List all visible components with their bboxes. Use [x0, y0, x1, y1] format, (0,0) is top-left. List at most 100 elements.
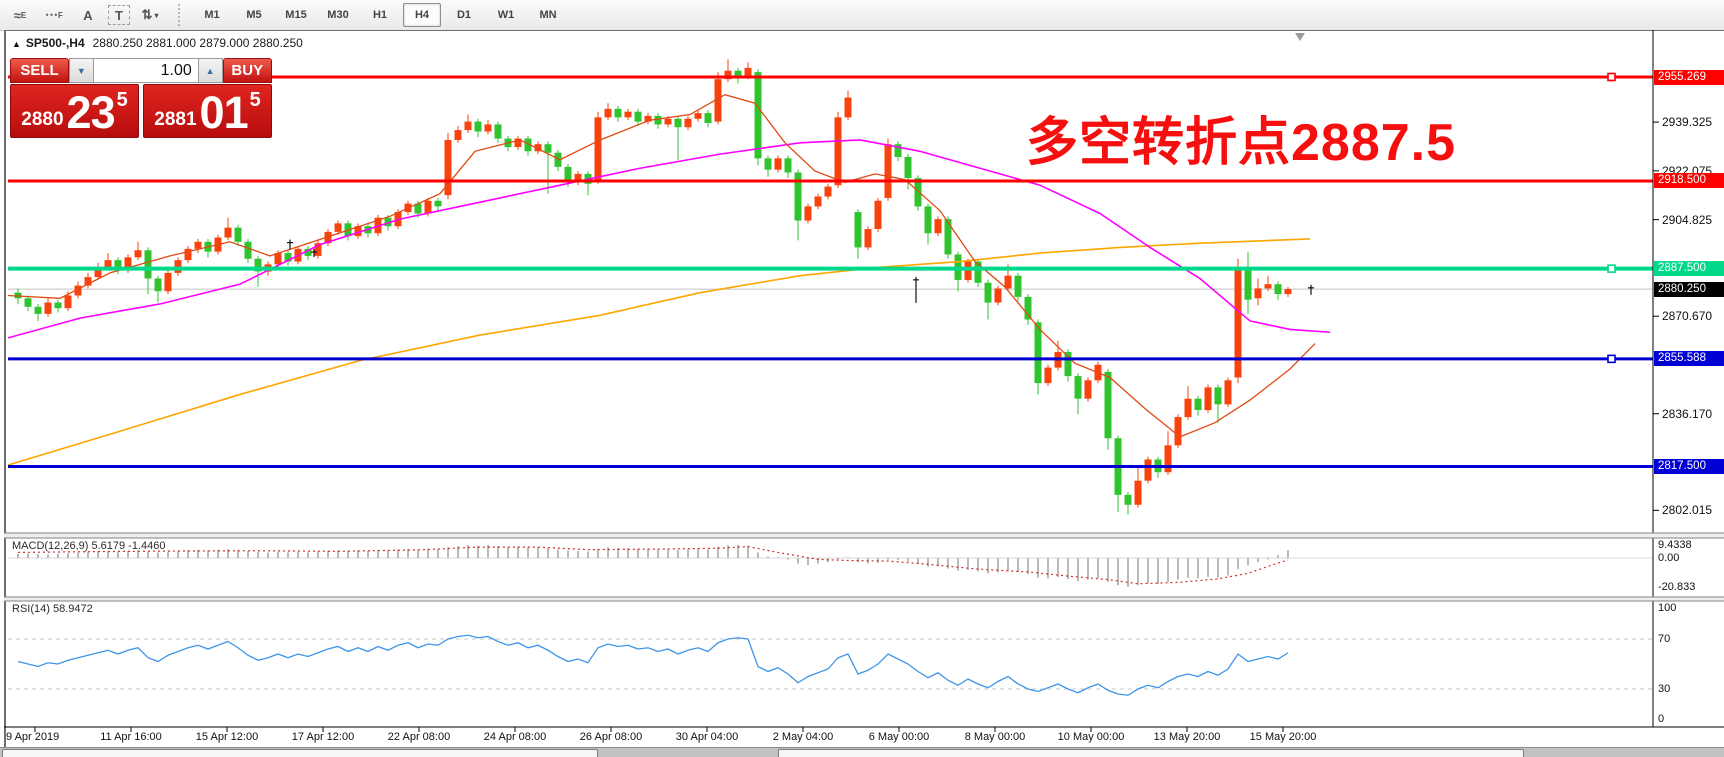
grid-icon[interactable]: ⋯ F [45, 7, 63, 22]
symbol-label: SP500-,H4 [25, 36, 85, 50]
candle-body [1024, 296, 1032, 320]
candle-body [1124, 494, 1132, 505]
chart-tab[interactable] [778, 749, 1524, 757]
candle-body [794, 172, 802, 221]
time-axis-label: 2 May 04:00 [772, 731, 834, 743]
slow-ma-line [8, 238, 1311, 466]
candle-body [634, 111, 642, 122]
sell-button[interactable]: SELL [10, 58, 69, 83]
chart-tab[interactable] [2, 749, 598, 757]
chart-shift-marker[interactable] [1295, 33, 1305, 41]
candle-body [24, 298, 32, 307]
line-handle[interactable] [1607, 354, 1616, 364]
candle-body [724, 70, 732, 80]
chart-window[interactable] [4, 30, 1724, 748]
candle-body [164, 272, 172, 292]
tf-button-m1[interactable]: M1 [204, 9, 220, 21]
candle-body [194, 241, 202, 249]
candle-body [64, 295, 72, 309]
tf-button-w1[interactable]: W1 [497, 9, 515, 21]
volume-increase-button[interactable]: ▲ [197, 58, 223, 83]
candle-body [854, 212, 862, 248]
candle-body [334, 223, 342, 232]
candle-body [84, 277, 92, 286]
indicators-icon[interactable]: ≈ E [13, 7, 27, 23]
time-axis-label: 30 Apr 04:00 [675, 731, 739, 743]
macd-pane[interactable] [8, 544, 1653, 587]
candle-body [44, 302, 52, 314]
textbox-icon[interactable]: T [108, 5, 130, 25]
time-axis-label: 10 May 00:00 [1057, 731, 1125, 743]
candle-body [484, 124, 492, 132]
candle-body [254, 258, 262, 272]
candle-body [694, 113, 702, 119]
objects-arrow-icon[interactable]: ⇅ ▾ [141, 7, 159, 22]
time-axis-label: 11 Apr 16:00 [100, 731, 162, 743]
buy-price-box[interactable]: 2881 01 5 [143, 84, 272, 138]
pane-divider[interactable] [4, 597, 1724, 601]
candle-body [1014, 275, 1022, 297]
price-badge: 2887.500 [1654, 261, 1724, 277]
macd-axis-label: 0.00 [1658, 552, 1680, 564]
price-badge: 2817.500 [1654, 459, 1724, 475]
time-axis-label: 8 May 00:00 [964, 731, 1026, 743]
text-label-icon[interactable]: A [83, 7, 93, 23]
candle-body [914, 178, 922, 207]
price-tick-label: 2802.015 [1662, 503, 1713, 518]
price-badge: 2855.588 [1654, 351, 1724, 367]
candle-body [284, 253, 292, 262]
rsi-axis-label: 30 [1658, 683, 1671, 695]
candle-body [1264, 284, 1272, 289]
candle-body [1004, 275, 1012, 289]
candle-body [1254, 288, 1262, 299]
candle-body [304, 248, 312, 256]
candle-body [984, 282, 992, 303]
candle-body [1074, 376, 1082, 399]
sell-price-box[interactable]: 2880 23 5 [10, 84, 139, 138]
tf-button-d1[interactable]: D1 [456, 9, 472, 21]
candle-body [1034, 322, 1042, 384]
tf-button-h4[interactable]: H4 [403, 3, 441, 27]
candle-body [474, 121, 482, 132]
price-tick-label: 2870.670 [1662, 309, 1713, 324]
buy-button[interactable]: BUY [222, 58, 272, 83]
buy-price-main: 01 [199, 87, 249, 138]
chart-text-annotation[interactable]: 多空转折点2887.5 [1026, 114, 1457, 172]
candle-body [1214, 387, 1222, 405]
candle-body [324, 231, 332, 244]
price-tick-label: 2939.325 [1662, 115, 1713, 130]
candle-body [54, 302, 62, 309]
candle-body [1064, 352, 1072, 377]
candle-body [774, 158, 782, 170]
main-pane[interactable] [8, 33, 1653, 515]
candle-body [784, 158, 792, 173]
candle-body [544, 144, 552, 153]
candle-body [454, 130, 462, 140]
candle-body [94, 267, 102, 278]
tf-button-m15[interactable]: M15 [285, 9, 307, 21]
candle-body [1184, 398, 1192, 418]
line-handle[interactable] [1607, 264, 1616, 273]
rsi-pane[interactable] [8, 634, 1653, 696]
volume-decrease-button[interactable]: ▼ [68, 58, 94, 83]
candle-body [644, 115, 652, 122]
pane-divider[interactable] [4, 533, 1724, 538]
rsi-axis-label: 70 [1658, 633, 1671, 645]
volume-input[interactable] [93, 58, 198, 83]
candle-body [814, 196, 822, 207]
candle-body [894, 144, 902, 157]
line-handle[interactable] [1607, 72, 1616, 82]
candle-body [874, 200, 882, 230]
collapse-arrow-icon[interactable]: ▲ [12, 39, 21, 49]
candle-body [134, 250, 142, 258]
tf-button-h1[interactable]: H1 [372, 9, 388, 21]
candle-body [1194, 398, 1202, 411]
tf-button-m30[interactable]: M30 [327, 9, 349, 21]
candle-body [1204, 387, 1212, 411]
candle-body [154, 278, 162, 292]
tf-button-mn[interactable]: MN [539, 9, 557, 21]
tf-button-m5[interactable]: M5 [246, 9, 262, 21]
toolbar: ≈ E ⋯ F A T ⇅ ▾ M1 M5 M15 M30 H1 H4 D1 W1 M… [0, 0, 1724, 31]
